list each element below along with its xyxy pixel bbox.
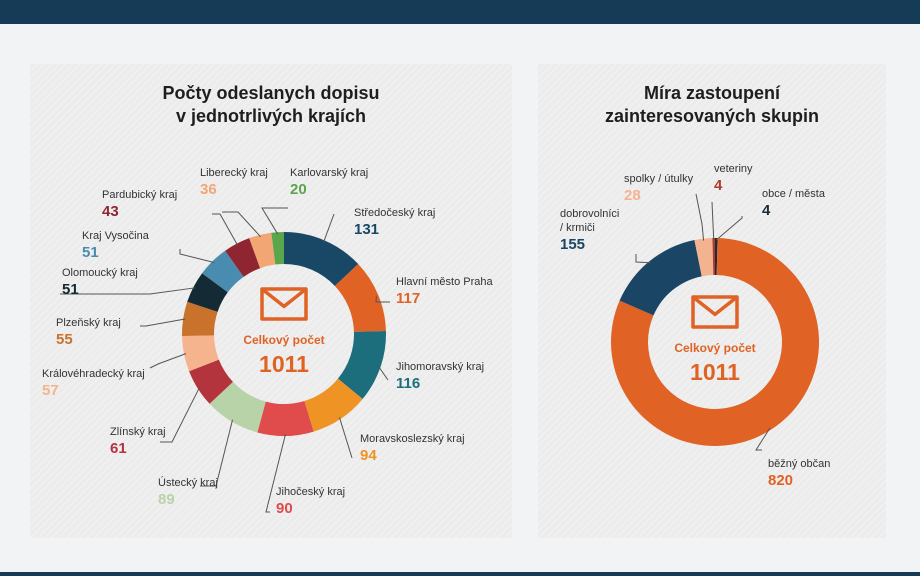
slice-label-stredocesky-kraj: Středočeský kraj	[354, 207, 435, 219]
slice-label-hlavni-mesto-praha: Hlavní město Praha	[396, 276, 493, 288]
slice-kraj-vysocina	[202, 250, 244, 293]
leader-line-obce-mesta	[715, 216, 743, 241]
leader-line-liberecky-kraj	[222, 211, 261, 238]
leader-line-veteriny	[711, 201, 715, 241]
leader-line-stredocesky-kraj	[323, 213, 335, 243]
slice-ustecky-kraj	[209, 381, 266, 433]
slice-value-olomoucky-kraj: 51	[62, 281, 79, 298]
slice-pardubicky-kraj	[225, 238, 261, 277]
groups-title-line-2: zainteresovaných skupin	[604, 106, 820, 126]
slice-value-liberecky-kraj: 36	[200, 181, 217, 198]
slice-value-moravskoslezsky-kraj: 94	[360, 447, 377, 464]
slice-value-zlinsky-kraj: 61	[110, 440, 127, 457]
slice-value-dobrovolnici-krmici: 155	[560, 236, 585, 253]
slice-veteriny	[712, 238, 715, 276]
slice-value-jihomoravsky-kraj: 116	[396, 375, 420, 392]
leader-line-ustecky-kraj	[200, 419, 234, 487]
groups-chart-title: Míra zastoupení zainteresovaných skupin	[538, 82, 886, 128]
slice-label-kraj-vysocina: Kraj Vysočina	[82, 230, 150, 242]
leader-line-pardubicky-kraj	[212, 213, 239, 246]
slice-label-moravskoslezsky-kraj: Moravskoslezský kraj	[360, 433, 465, 445]
slice-label-olomoucky-kraj: Olomoucký kraj	[62, 267, 138, 279]
slice-label-veteriny: veteriny	[714, 163, 753, 175]
slice-value-obce-mesta: 4	[762, 202, 771, 219]
groups-donut-chart: obce / města 4 běžný občan 820 dobrovolníci /…	[560, 163, 830, 489]
leader-line-karlovarsky-kraj	[261, 207, 288, 235]
slice-value-kralovehradecky-kraj: 57	[42, 382, 59, 399]
slice-value-ustecky-kraj: 89	[158, 491, 175, 508]
slice-value-bezny-obcan: 820	[768, 472, 793, 489]
slice-value-jihocesky-kraj: 90	[276, 500, 293, 517]
slice-jihomoravsky-kraj	[337, 330, 386, 400]
leader-line-olomoucky-kraj	[60, 287, 196, 295]
slice-label-jihocesky-kraj: Jihočeský kraj	[276, 486, 345, 498]
slice-stredocesky-kraj	[284, 232, 359, 286]
leader-line-zlinsky-kraj	[160, 387, 200, 443]
leader-line-dobrovolnici-krmici	[635, 254, 651, 264]
slice-label-dobrovolnici-krmici: dobrovolníci	[560, 208, 619, 220]
slice-label-plzensky-kraj: Plzeňský kraj	[56, 317, 121, 329]
slice-label-ustecky-kraj: Ústecký kraj	[158, 476, 218, 489]
leader-line-kraj-vysocina	[179, 249, 215, 263]
leader-line-moravskoslezsky-kraj	[338, 417, 353, 459]
slice-value-stredocesky-kraj: 131	[354, 221, 379, 238]
slice-label-bezny-obcan: běžný občan	[768, 458, 830, 470]
slice-label-spolky-utulky: spolky / útulky	[624, 173, 694, 185]
center-total: 1011	[259, 351, 309, 377]
slice-label-jihomoravsky-kraj: Jihomoravský kraj	[396, 361, 484, 373]
slice-value-spolky-utulky: 28	[624, 187, 641, 204]
leader-line-jihocesky-kraj	[265, 433, 287, 513]
regions-panel: Počty odeslanych dopisu v jednotrlivých …	[30, 64, 512, 538]
leader-line-kralovehradecky-kraj	[149, 353, 187, 369]
leader-line-plzensky-kraj	[140, 318, 186, 327]
slice-value-veteriny: 4	[714, 177, 723, 194]
slice-value-karlovarsky-kraj: 20	[290, 181, 307, 198]
slice-value-kraj-vysocina: 51	[82, 244, 99, 261]
slice-karlovarsky-kraj	[271, 232, 284, 265]
slice-spolky-utulky	[694, 238, 714, 277]
slice-moravskoslezsky-kraj	[304, 378, 363, 432]
slice-label-kralovehradecky-kraj: Královéhradecký kraj	[42, 368, 145, 380]
center-total: 1011	[690, 359, 740, 385]
top-bar	[0, 0, 920, 24]
regions-chart-title: Počty odeslanych dopisu v jednotrlivých …	[30, 82, 512, 128]
slice-label-pardubicky-kraj: Pardubický kraj	[102, 189, 177, 201]
slice-label-liberecky-kraj: Liberecký kraj	[200, 167, 268, 179]
slice-value-pardubicky-kraj: 43	[102, 203, 119, 220]
slice-dobrovolnici-krmici	[619, 240, 702, 316]
regions-donut-chart: Středočeský kraj 131 Hlavní město Praha 117…	[42, 167, 493, 517]
groups-title-line-1: Míra zastoupení	[643, 83, 781, 103]
leader-line-jihomoravsky-kraj	[378, 366, 389, 381]
slice-jihocesky-kraj	[257, 400, 314, 436]
slice-olomoucky-kraj	[187, 273, 228, 312]
slice-value-plzensky-kraj: 55	[56, 331, 73, 348]
center-label: Celkový počet	[674, 341, 755, 355]
slice-label-karlovarsky-kraj: Karlovarský kraj	[290, 167, 368, 179]
leader-line-bezny-obcan	[755, 427, 771, 451]
slice-label-obce-mesta: obce / města	[762, 188, 826, 200]
slice-hlavni-mesto-praha	[334, 263, 386, 332]
slice-zlinsky-kraj	[189, 359, 233, 404]
center-label: Celkový počet	[243, 333, 324, 347]
regions-title-line-2: v jednotrlivých krajích	[175, 106, 367, 126]
regions-title-line-1: Počty odeslanych dopisu	[162, 83, 380, 103]
slice-label-dobrovolnici-krmici: / krmiči	[560, 222, 595, 234]
slice-bezny-obcan	[611, 238, 819, 446]
slice-obce-mesta	[715, 238, 718, 276]
envelope-icon	[691, 295, 739, 329]
envelope-icon	[260, 287, 308, 321]
bottom-bar	[0, 572, 920, 576]
slice-kralovehradecky-kraj	[182, 335, 219, 372]
slice-value-hlavni-mesto-praha: 117	[396, 290, 420, 307]
leader-line-spolky-utulky	[695, 193, 705, 241]
leader-line-hlavni-mesto-praha	[375, 295, 390, 303]
slice-plzensky-kraj	[182, 301, 218, 337]
groups-panel: Míra zastoupení zainteresovaných skupin …	[538, 64, 886, 538]
slice-label-zlinsky-kraj: Zlínský kraj	[110, 426, 166, 438]
slice-liberecky-kraj	[249, 232, 276, 269]
